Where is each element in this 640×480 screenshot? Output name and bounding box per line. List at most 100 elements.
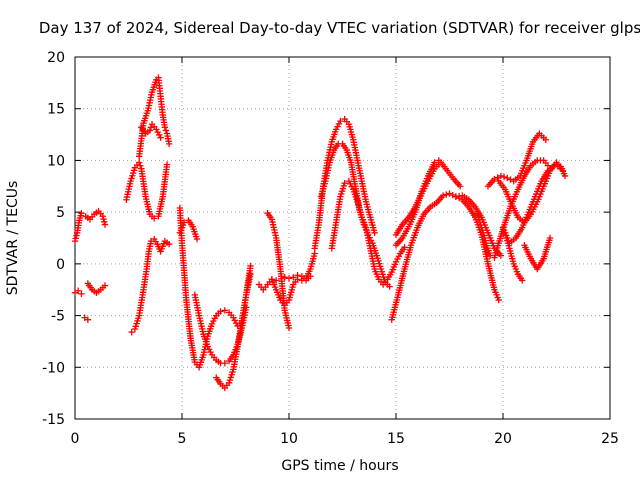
data-point <box>221 307 228 314</box>
grid <box>75 57 610 419</box>
data-series <box>71 74 569 392</box>
data-point <box>386 283 393 290</box>
data-point <box>337 117 344 125</box>
data-point <box>161 124 169 131</box>
data-point <box>443 191 450 198</box>
y-tick-label: -10 <box>42 360 65 376</box>
axis-ticks: 0 5 10 15 20 25 -15 -10 -5 0 5 10 15 20 <box>42 50 619 447</box>
series-sat-Z <box>484 130 549 190</box>
data-point <box>136 159 143 166</box>
y-axis-label: SDTVAR / TECUs <box>5 181 21 296</box>
chart-title: Day 137 of 2024, Sidereal Day-to-day VTE… <box>39 19 640 37</box>
data-point <box>78 209 85 217</box>
data-point <box>507 176 514 183</box>
series-sat-W <box>392 157 442 249</box>
data-point <box>157 134 164 141</box>
data-point <box>561 172 569 180</box>
plot-frame <box>74 56 611 420</box>
series-sat-I <box>128 235 173 336</box>
data-point <box>217 308 224 315</box>
series-sat-C <box>82 207 109 228</box>
series-sat-B <box>71 209 85 245</box>
y-tick-label: -5 <box>51 309 65 325</box>
data-point <box>435 157 442 164</box>
series-sat-D <box>84 280 109 297</box>
series-sat-F <box>123 159 171 222</box>
data-point <box>542 136 549 143</box>
x-tick-label: 10 <box>280 431 298 447</box>
data-point <box>162 127 170 134</box>
data-point <box>193 235 201 243</box>
data-point <box>71 289 79 297</box>
data-point <box>497 252 505 259</box>
data-point <box>401 244 408 251</box>
data-point <box>371 229 378 237</box>
data-point <box>163 161 171 168</box>
data-point <box>84 316 92 323</box>
data-point <box>504 174 511 182</box>
data-point <box>500 173 508 181</box>
series-sat-N <box>255 276 280 293</box>
series-sat-M <box>213 271 254 392</box>
data-point <box>75 287 82 294</box>
data-point <box>294 272 301 279</box>
data-point <box>128 328 135 336</box>
data-point <box>165 140 173 148</box>
data-point <box>101 282 109 289</box>
data-point <box>449 191 456 199</box>
data-point <box>281 274 288 281</box>
data-point <box>446 190 453 197</box>
data-point <box>497 172 505 180</box>
data-point <box>247 271 254 278</box>
data-point <box>457 183 464 190</box>
y-tick-label: 0 <box>56 257 65 273</box>
data-point <box>81 314 88 321</box>
data-point <box>431 159 438 166</box>
series-sat-K <box>176 217 201 243</box>
data-point <box>341 179 348 187</box>
data-point <box>247 262 254 270</box>
data-point <box>546 234 554 242</box>
series-sat-Q <box>281 272 314 284</box>
series-sat-T <box>328 177 408 288</box>
data-point <box>101 221 109 228</box>
series-sat-O <box>264 209 293 332</box>
data-point <box>285 324 293 332</box>
y-tick-label: 20 <box>47 50 65 66</box>
series-sat-H <box>138 121 164 141</box>
series-sat-E <box>81 314 92 323</box>
data-point <box>150 215 158 222</box>
x-axis-label: GPS time / hours <box>281 458 398 474</box>
data-point <box>272 277 280 284</box>
series-sat-P <box>268 250 318 309</box>
series-sat-J <box>176 204 254 371</box>
series-sat-G <box>136 74 173 160</box>
data-point <box>495 296 502 304</box>
data-point <box>439 192 447 199</box>
data-point <box>307 273 314 280</box>
x-tick-label: 20 <box>494 431 512 447</box>
data-point <box>137 162 144 169</box>
series-sat-U <box>388 190 502 323</box>
x-tick-label: 0 <box>71 431 80 447</box>
x-tick-label: 5 <box>178 431 187 447</box>
data-point <box>519 277 526 284</box>
series-sat-AC <box>501 229 526 284</box>
data-point <box>491 175 498 183</box>
y-tick-label: -15 <box>42 412 65 428</box>
x-tick-label: 15 <box>387 431 405 447</box>
data-point <box>494 174 501 181</box>
data-point <box>180 219 188 226</box>
data-point <box>221 359 228 367</box>
y-tick-label: 10 <box>47 153 65 169</box>
data-point <box>165 241 173 248</box>
data-point <box>285 275 293 282</box>
y-tick-label: 5 <box>56 205 65 221</box>
data-point <box>146 127 154 134</box>
series-sat-A <box>71 287 85 298</box>
data-point <box>290 274 297 281</box>
x-tick-label: 25 <box>601 431 619 447</box>
series-sat-AD <box>521 234 554 273</box>
y-tick-label: 15 <box>47 102 65 118</box>
